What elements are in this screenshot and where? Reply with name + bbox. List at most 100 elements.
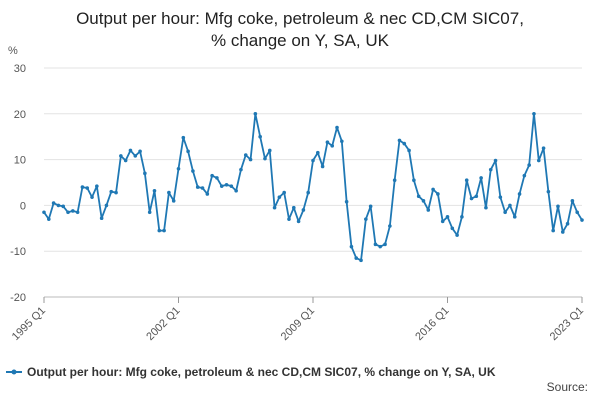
- data-point: [234, 188, 238, 193]
- data-point: [469, 196, 474, 201]
- data-point: [258, 134, 262, 139]
- data-point: [296, 219, 301, 224]
- source-label: Source:: [546, 380, 588, 394]
- y-tick-label: -10: [10, 246, 26, 258]
- data-point: [440, 219, 445, 224]
- data-point: [320, 164, 325, 169]
- data-point: [109, 189, 114, 194]
- data-point: [42, 210, 46, 215]
- data-point: [253, 112, 258, 116]
- x-tick-label: 2009 Q1: [279, 305, 317, 343]
- data-point: [119, 154, 123, 158]
- data-point: [407, 148, 411, 153]
- data-point: [224, 182, 229, 187]
- data-point: [383, 242, 387, 247]
- chart-title: Output per hour: Mfg coke, petroleum & n…: [76, 9, 524, 50]
- data-point: [277, 195, 282, 199]
- data-point: [138, 149, 142, 154]
- data-point: [316, 150, 320, 155]
- data-point: [551, 228, 555, 233]
- data-point: [215, 176, 219, 180]
- data-point: [75, 210, 80, 215]
- data-point: [517, 192, 522, 196]
- y-tick-label: 10: [14, 155, 26, 167]
- y-tick-label: 30: [14, 63, 26, 75]
- data-point: [436, 192, 440, 196]
- data-point: [282, 190, 286, 195]
- data-point: [123, 158, 128, 163]
- data-point: [181, 135, 186, 140]
- data-point: [570, 199, 575, 203]
- data-point: [450, 226, 455, 231]
- data-point: [272, 205, 277, 210]
- data-point: [267, 148, 272, 153]
- y-tick-label: -20: [10, 292, 26, 304]
- data-point: [368, 204, 373, 209]
- data-point: [114, 190, 118, 195]
- data-point: [306, 190, 310, 195]
- data-point: [464, 178, 469, 183]
- data-point: [560, 230, 565, 234]
- data-point: [66, 210, 70, 215]
- legend-label: Output per hour: Mfg coke, petroleum & n…: [27, 365, 496, 379]
- data-point: [90, 195, 94, 199]
- data-point: [162, 228, 166, 233]
- data-point: [364, 217, 368, 221]
- data-point: [248, 157, 253, 162]
- data-point: [455, 233, 459, 237]
- data-point: [359, 258, 363, 263]
- data-point: [128, 148, 133, 153]
- data-point: [527, 163, 531, 167]
- data-point: [263, 156, 267, 161]
- data-point: [291, 205, 296, 210]
- data-point: [512, 215, 517, 219]
- data-point: [378, 244, 383, 249]
- y-axis-unit: %: [8, 45, 18, 57]
- data-point: [498, 195, 503, 199]
- data-point: [426, 208, 431, 212]
- y-tick-label: 20: [14, 109, 26, 121]
- data-point: [195, 185, 200, 189]
- data-point: [229, 184, 234, 188]
- data-point: [80, 185, 85, 189]
- data-point: [354, 256, 359, 260]
- data-point: [287, 217, 291, 221]
- data-point: [416, 194, 421, 199]
- data-point: [157, 228, 162, 233]
- data-point: [344, 199, 349, 204]
- data-point: [243, 153, 248, 157]
- data-point: [335, 125, 339, 130]
- data-point: [147, 210, 152, 215]
- data-point: [61, 204, 66, 209]
- data-point: [508, 203, 512, 208]
- data-point: [349, 244, 354, 249]
- data-point: [484, 205, 488, 210]
- data-point: [546, 189, 551, 194]
- data-point: [536, 158, 541, 163]
- data-point: [412, 178, 416, 183]
- data-point: [104, 203, 109, 208]
- data-point: [219, 184, 224, 188]
- data-point: [479, 176, 483, 180]
- data-point: [397, 138, 402, 143]
- series-line: [43, 112, 583, 262]
- x-tick-label: 2002 Q1: [144, 305, 182, 343]
- data-point: [51, 201, 56, 205]
- data-point: [488, 167, 493, 172]
- data-point: [340, 139, 344, 144]
- data-point: [330, 144, 335, 148]
- data-point: [47, 217, 51, 221]
- data-point: [325, 140, 330, 144]
- data-point: [541, 146, 546, 150]
- data-point: [186, 149, 190, 154]
- data-point: [143, 171, 147, 176]
- data-point: [556, 204, 560, 209]
- data-point: [493, 158, 498, 163]
- data-point: [167, 190, 171, 195]
- data-point: [99, 216, 104, 221]
- data-point: [445, 215, 450, 219]
- data-point: [431, 187, 435, 192]
- data-point: [152, 188, 157, 193]
- legend-marker: [11, 369, 17, 375]
